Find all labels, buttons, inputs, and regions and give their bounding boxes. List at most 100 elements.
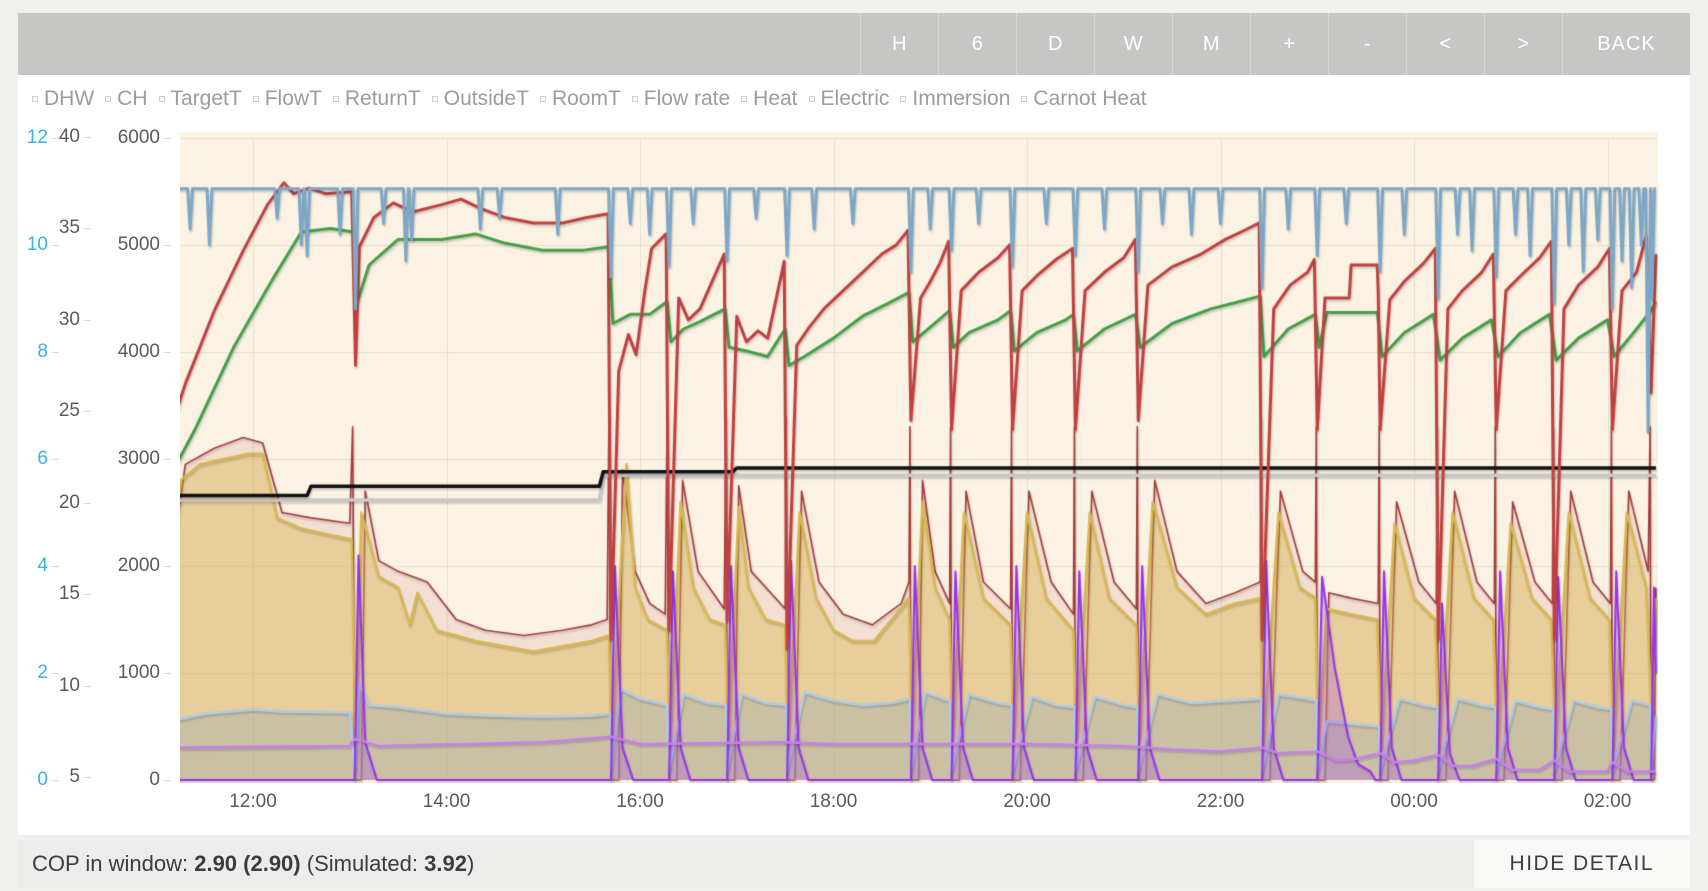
legend-item-outsidet: OutsideT (431, 87, 529, 111)
axis-tick-mark (164, 566, 171, 567)
x-tick-label: 02:00 (1583, 791, 1632, 812)
axis-tick-mark (164, 673, 171, 674)
axis-tick-mark (52, 459, 59, 460)
footer-bar: COP in window: 2.90 (2.90) (Simulated: 3… (18, 840, 1690, 888)
toolbar-button-zoom-in[interactable]: + (1250, 13, 1328, 75)
toolbar-button-back[interactable]: BACK (1562, 13, 1690, 75)
x-tick-label: 22:00 (1196, 791, 1245, 812)
x-tick-label: 12:00 (229, 791, 277, 812)
legend-label: Heat (753, 87, 798, 110)
legend-swatch-immersion (900, 96, 907, 102)
legend-label: CH (117, 87, 148, 110)
legend-label: OutsideT (443, 87, 529, 110)
y-tick-label: 1000 (117, 662, 160, 683)
chart-area: 0 2 4 6 8 10 12 5 10 15 20 25 30 35 40 0 1000 2000 3000 400… (18, 75, 1690, 835)
legend-label: FlowT (264, 87, 322, 110)
y-tick-label: 20 (58, 491, 80, 513)
y-tick-label: 2000 (117, 555, 160, 576)
sim-cop-value: 3.92 (424, 851, 467, 876)
legend-label: Flow rate (643, 87, 731, 110)
toolbar-button-pan-left[interactable]: < (1406, 13, 1484, 75)
cop-summary: COP in window: 2.90 (2.90) (Simulated: 3… (32, 851, 474, 877)
axis-tick-mark (164, 352, 171, 353)
axis-tick-mark (164, 138, 171, 139)
legend-label: DHW (44, 87, 95, 110)
legend-label: TargetT (170, 87, 242, 110)
y-tick-label: 10 (26, 234, 48, 255)
toolbar-button-6h[interactable]: 6 (938, 13, 1016, 75)
legend-swatch-returnt (332, 96, 339, 102)
toolbar-button-day[interactable]: D (1016, 13, 1094, 75)
y-tick-label: 10 (58, 674, 80, 696)
legend-label: RoomT (551, 87, 621, 110)
chart-plot-canvas[interactable] (180, 132, 1658, 783)
axis-tick-mark (84, 411, 91, 413)
sim-suffix: ) (466, 851, 475, 876)
x-tick-label: 18:00 (809, 791, 858, 812)
x-tick-label: 16:00 (616, 791, 664, 812)
x-tick-label: 14:00 (422, 791, 471, 812)
y-tick-label: 5 (69, 766, 80, 787)
legend-swatch-flow-rate (631, 96, 638, 102)
axis-tick-mark (52, 566, 59, 567)
y-tick-label: 5000 (117, 234, 160, 255)
y-tick-label: 0 (37, 769, 48, 790)
chart-legend: DHW CH TargetT FlowT ReturnT OutsideT Ro… (32, 87, 1158, 111)
y-tick-label: 40 (58, 126, 80, 147)
legend-swatch-outsidet (431, 96, 438, 102)
y-tick-label: 4000 (117, 341, 160, 362)
axis-tick-mark (84, 319, 91, 321)
legend-item-heat: Heat (741, 87, 798, 111)
y-tick-label: 25 (58, 400, 80, 422)
axis-tick-mark (164, 459, 171, 460)
chart-panel: DHW CH TargetT FlowT ReturnT OutsideT Ro… (18, 75, 1690, 835)
legend-item-ch: CH (105, 87, 148, 111)
cop-prefix: COP in window: (32, 851, 195, 876)
legend-label: Immersion (912, 87, 1011, 110)
y-tick-label: 8 (37, 341, 48, 362)
axis-tick-mark (84, 502, 91, 504)
legend-item-carnot-heat: Carnot Heat (1021, 87, 1147, 111)
toolbar-button-pan-right[interactable]: > (1484, 13, 1562, 75)
legend-label: Electric (820, 87, 890, 110)
y-tick-label: 35 (58, 217, 80, 239)
legend-item-dhw: DHW (32, 87, 94, 111)
y-tick-label: 30 (58, 308, 80, 330)
y-tick-label: 6 (37, 448, 48, 469)
legend-item-returnt: ReturnT (332, 87, 421, 111)
x-tick-label: 20:00 (1003, 791, 1051, 812)
axis-tick-mark (52, 780, 59, 781)
sim-prefix: (Simulated: (300, 851, 425, 876)
axis-tick-mark (84, 777, 91, 778)
legend-label: ReturnT (344, 87, 421, 110)
y-tick-label: 3000 (117, 448, 160, 469)
legend-item-flow-rate: Flow rate (631, 87, 731, 111)
axis-tick-mark (84, 594, 91, 596)
cop-value: 2.90 (2.90) (194, 851, 301, 876)
toolbar-button-month[interactable]: M (1172, 13, 1250, 75)
hide-detail-button[interactable]: HIDE DETAIL (1473, 840, 1690, 888)
y-tick-label: 15 (58, 583, 80, 605)
toolbar-button-hour[interactable]: H (860, 13, 938, 75)
x-tick-label: 00:00 (1390, 791, 1438, 812)
y-tick-label: 0 (149, 769, 160, 790)
legend-item-roomt: RoomT (539, 87, 621, 111)
legend-item-flowt: FlowT (252, 87, 322, 111)
legend-swatch-electric (808, 96, 815, 102)
axis-tick-mark (52, 352, 59, 353)
legend-swatch-flowt (252, 96, 259, 102)
axis-tick-mark (52, 138, 59, 139)
legend-swatch-heat (741, 96, 748, 102)
legend-item-electric: Electric (808, 87, 890, 111)
legend-label: Carnot Heat (1033, 87, 1147, 110)
toolbar-button-week[interactable]: W (1094, 13, 1172, 75)
legend-swatch-ch (105, 96, 112, 102)
axis-tick-mark (84, 228, 91, 230)
y-tick-label: 12 (26, 127, 48, 148)
toolbar-button-zoom-out[interactable]: - (1328, 13, 1406, 75)
legend-swatch-carnot-heat (1021, 96, 1028, 102)
legend-swatch-targett (158, 96, 165, 102)
axis-tick-mark (84, 137, 91, 138)
y-tick-label: 6000 (117, 127, 160, 148)
